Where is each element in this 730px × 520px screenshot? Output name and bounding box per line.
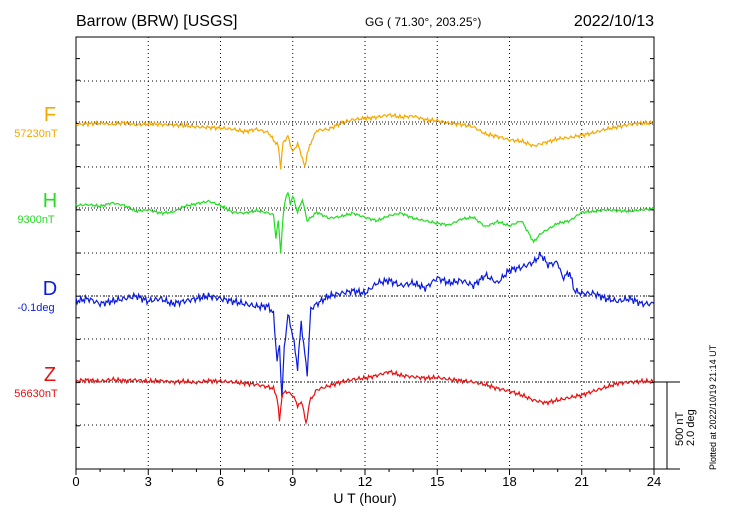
scale-bar: 500 nT 2.0 deg [654, 381, 697, 470]
x-axis-ticks: 0 3 6 9 12 15 18 21 24 [72, 469, 661, 489]
date-label: 2022/10/13 [574, 13, 654, 30]
x-tick-label: 18 [502, 474, 516, 489]
series-baseline-H: 9300nT [17, 214, 55, 226]
scale-bar-deg-label: 2.0 deg [685, 409, 697, 446]
x-tick-label: 15 [430, 474, 444, 489]
x-axis-label: U T (hour) [333, 490, 396, 506]
series-name-Z: Z [44, 364, 56, 386]
x-tick-label: 24 [647, 474, 661, 489]
series-line-F [75, 112, 655, 170]
series-baseline-D: -0.1deg [17, 302, 54, 314]
series-name-F: F [44, 104, 56, 126]
plotted-at-note: Plotted at 2022/10/19 21:14 UT [708, 344, 718, 470]
x-tick-label: 9 [289, 474, 296, 489]
x-tick-label: 3 [145, 474, 152, 489]
series-baseline-F: 57230nT [14, 128, 58, 140]
series-name-H: H [43, 190, 57, 212]
x-tick-label: 12 [358, 474, 372, 489]
station-title: Barrow (BRW) [USGS] [76, 13, 238, 30]
series-line-D [75, 251, 655, 398]
series-line-H [75, 191, 655, 254]
series-lines [75, 112, 655, 426]
scale-bar-nt-label: 500 nT [674, 411, 686, 446]
x-tick-label: 0 [72, 474, 79, 489]
series-line-Z [75, 369, 655, 426]
coordinates-label: GG ( 71.30°, 203.25°) [365, 15, 481, 29]
series-baseline-Z: 56630nT [14, 388, 58, 400]
series-name-D: D [43, 278, 57, 300]
series-labels: F 57230nT H 9300nT D -0.1deg Z 56630nT [14, 104, 58, 400]
x-tick-label: 6 [217, 474, 224, 489]
grid [76, 36, 654, 469]
x-tick-label: 21 [575, 474, 589, 489]
